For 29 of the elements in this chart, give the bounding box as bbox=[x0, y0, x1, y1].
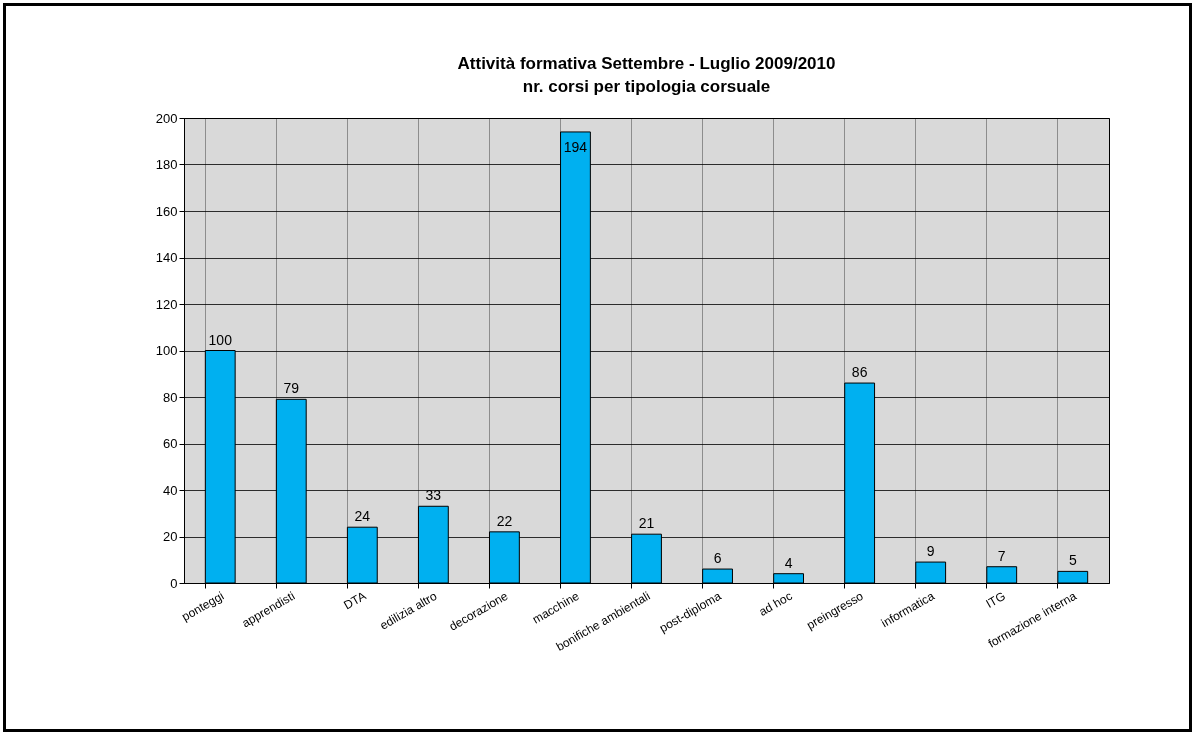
data-label: 9 bbox=[926, 543, 935, 560]
y-tick-label: 180 bbox=[155, 157, 178, 172]
data-label: 6 bbox=[713, 550, 722, 567]
data-label: 22 bbox=[496, 512, 513, 529]
data-label: 24 bbox=[354, 508, 371, 525]
y-tick-label: 80 bbox=[163, 389, 178, 405]
data-label: 5 bbox=[1068, 552, 1077, 569]
x-tick-label: ITG bbox=[983, 588, 1008, 611]
data-label: 21 bbox=[638, 515, 655, 532]
y-tick-label: 0 bbox=[170, 575, 178, 591]
data-label: 100 bbox=[208, 331, 233, 348]
y-tick-label: 120 bbox=[155, 296, 178, 312]
y-tick-label: 40 bbox=[163, 482, 178, 498]
y-tick-label: 160 bbox=[155, 203, 178, 219]
y-tick-label: 20 bbox=[163, 529, 178, 544]
y-tick-label: 200 bbox=[155, 110, 178, 126]
x-tick-label: ad hoc bbox=[756, 588, 795, 619]
x-tick-label: DTA bbox=[341, 588, 369, 613]
data-label: 7 bbox=[997, 547, 1006, 564]
y-tick-label: 140 bbox=[155, 250, 178, 265]
data-label: 194 bbox=[563, 138, 588, 155]
y-tick-label: 100 bbox=[155, 343, 178, 358]
chart-subtitle: nr. corsi per tipologia corsuale bbox=[522, 77, 771, 96]
data-label: 86 bbox=[851, 364, 868, 381]
chart-title: Attività formativa Settembre - Luglio 2009/2010 bbox=[457, 54, 836, 73]
data-label: 4 bbox=[784, 554, 793, 571]
y-tick-label: 60 bbox=[163, 436, 178, 451]
data-label: 79 bbox=[283, 380, 300, 397]
data-label: 33 bbox=[425, 487, 442, 504]
